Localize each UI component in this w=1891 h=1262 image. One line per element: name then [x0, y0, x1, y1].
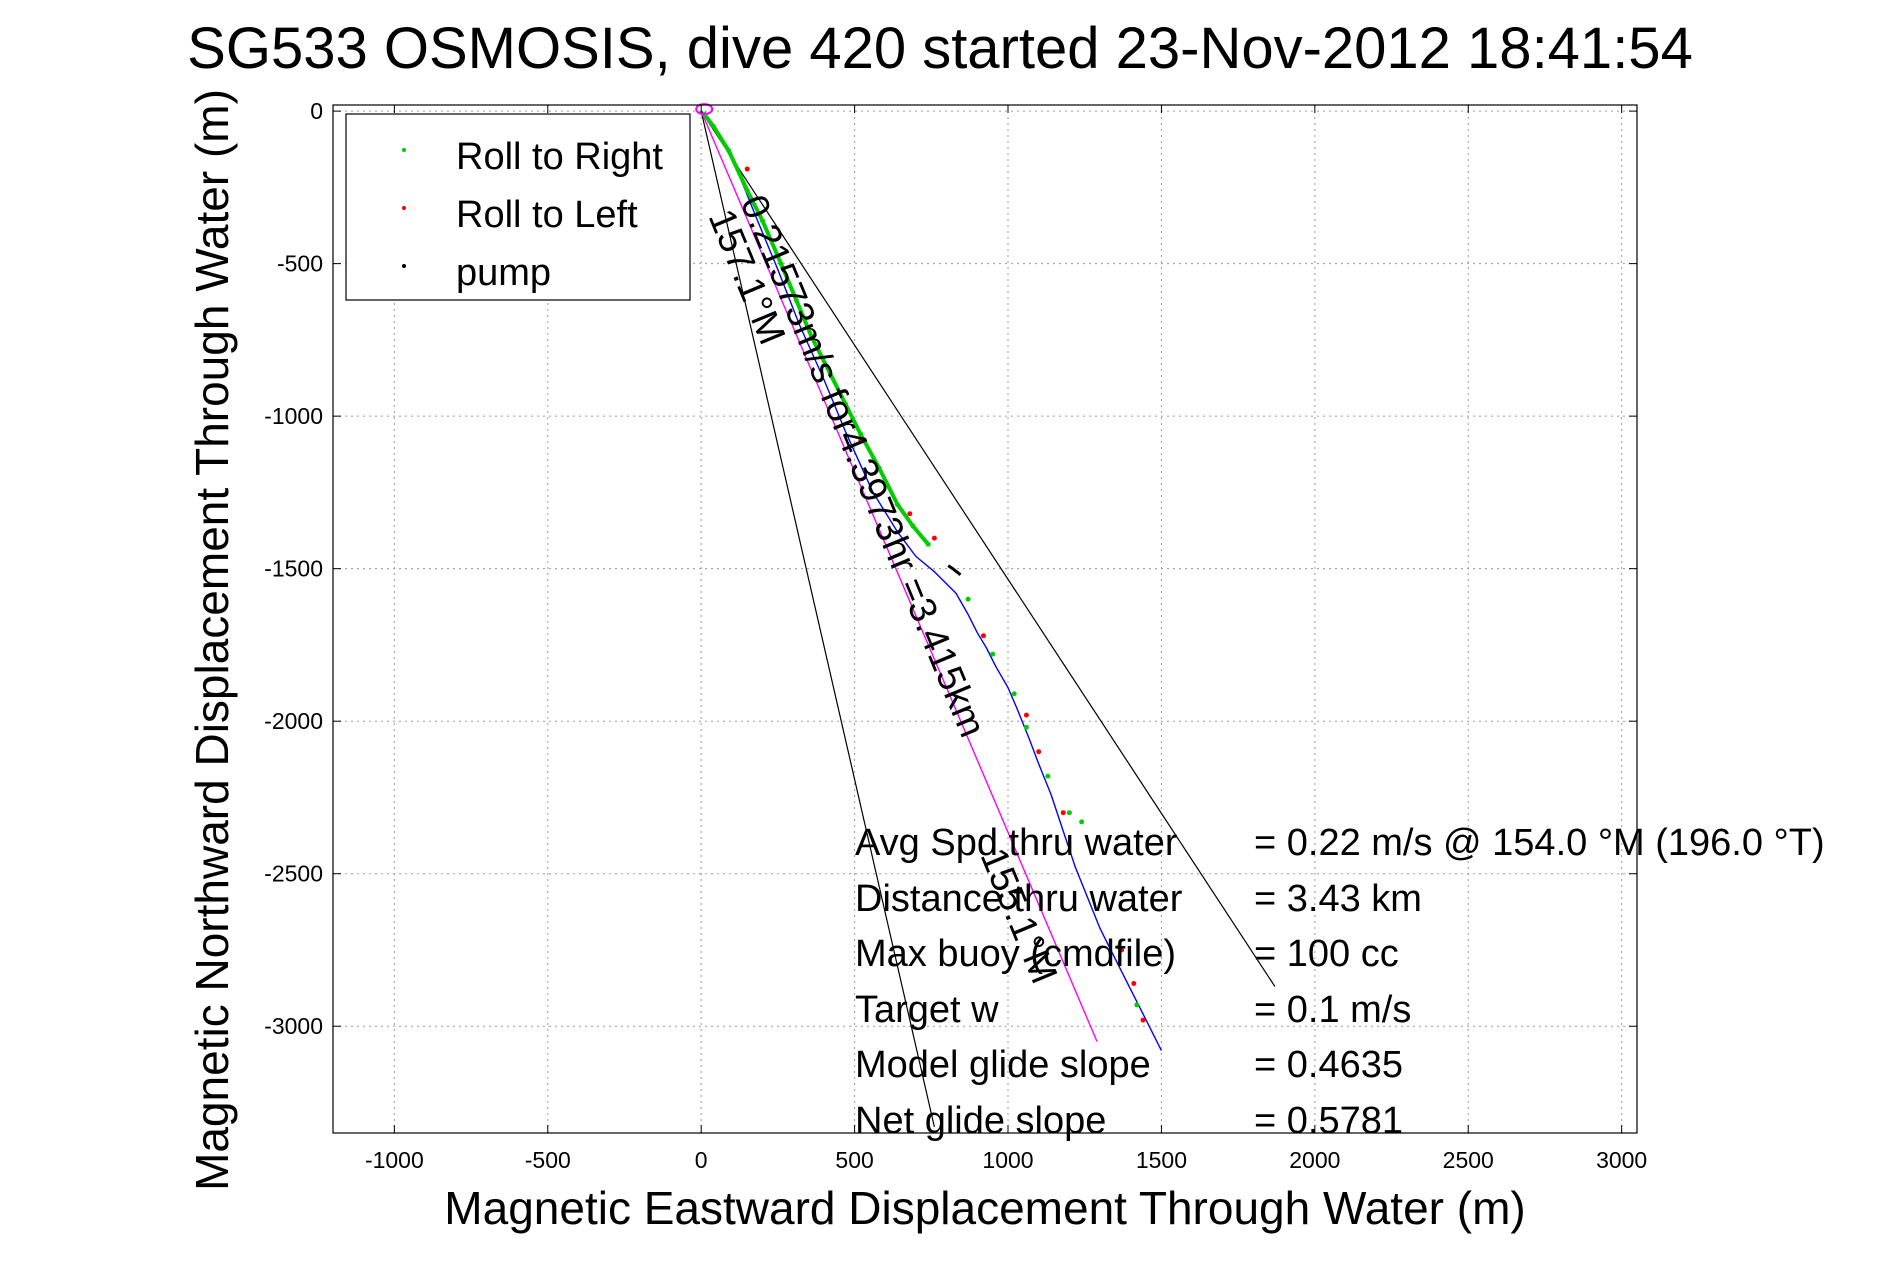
stat-value: = 0.4635: [1254, 1044, 1403, 1086]
stat-label: Distance thru water: [855, 878, 1183, 920]
roll-right-point: [778, 261, 784, 267]
stat-value: = 3.43 km: [1254, 878, 1422, 920]
stat-value: = 0.5781: [1254, 1100, 1403, 1142]
roll-right-point: [1011, 691, 1017, 697]
roll-right-point: [895, 502, 901, 508]
roll-right-point: [1115, 944, 1121, 950]
stats-block: Avg Spd thru water = 0.22 m/s @ 154.0 °M…: [855, 822, 1825, 1142]
roll-right-point: [990, 651, 996, 657]
roll-right-point: [827, 370, 833, 376]
y-tick-label: 0: [310, 98, 323, 124]
roll-left-point: [931, 535, 937, 541]
x-tick-label: 1000: [982, 1147, 1033, 1173]
legend-marker-roll-right: [402, 148, 406, 152]
y-tick-label: -2000: [264, 708, 323, 734]
legend-label-pump: pump: [456, 252, 551, 294]
roll-right-point: [858, 431, 864, 437]
roll-right-point: [760, 218, 766, 224]
pump-segment: [947, 564, 962, 576]
roll-left-point: [1131, 981, 1137, 987]
roll-right-point: [965, 596, 971, 602]
x-axis-label: Magnetic Eastward Displacement Through W…: [444, 1182, 1525, 1234]
y-axis-label: Magnetic Northward Displacement Through …: [186, 89, 238, 1191]
roll-right-point: [710, 123, 716, 129]
roll-left-point: [744, 166, 750, 172]
stat-value: = 0.22 m/s @ 154.0 °M (196.0 °T): [1254, 822, 1825, 864]
legend-label-roll-right: Roll to Right: [456, 136, 663, 178]
y-tick-label: -1500: [264, 556, 323, 582]
x-tick-label: -1000: [365, 1147, 424, 1173]
roll-left-point: [980, 633, 986, 639]
legend: Roll to Right Roll to Left pump: [345, 113, 691, 301]
x-tick-label: 2500: [1443, 1147, 1494, 1173]
legend-label-roll-left: Roll to Left: [456, 194, 638, 236]
stat-value: = 100 cc: [1254, 933, 1399, 975]
y-tick-label: -500: [277, 251, 323, 277]
roll-right-point: [809, 334, 815, 340]
start-marker: [695, 103, 714, 116]
x-tick-label: 1500: [1136, 1147, 1187, 1173]
roll-left-point: [907, 511, 913, 517]
roll-right-point: [1066, 810, 1072, 816]
roll-right-point: [1023, 724, 1029, 730]
chart-title: SG533 OSMOSIS, dive 420 started 23-Nov-2…: [187, 16, 1693, 81]
roll-left-point: [858, 438, 864, 444]
roll-right-point: [1045, 773, 1051, 779]
stat-label: Target w: [855, 989, 999, 1031]
roll-right-point: [793, 297, 799, 303]
roll-right-point: [925, 541, 931, 547]
y-tick-label: -2500: [264, 861, 323, 887]
current-vector-line: [700, 110, 1098, 1042]
x-tick-label: -500: [525, 1147, 571, 1173]
stat-label: Net glide slope: [855, 1100, 1106, 1142]
legend-marker-pump: [402, 264, 406, 268]
heading-cone-lines: [700, 110, 1276, 1128]
roll-right-point: [876, 465, 882, 471]
stat-label: Avg Spd thru water: [855, 822, 1178, 864]
axis-ticks: -1000 -500 0 500 1000 1500 2000 2500 3000 0 -500 -1…: [264, 98, 1647, 1173]
y-tick-label: -3000: [264, 1013, 323, 1039]
roll-right-point: [910, 523, 916, 529]
heading-bound-line: [700, 110, 935, 1128]
roll-right-point: [842, 401, 848, 407]
y-tick-label: -1000: [264, 403, 323, 429]
track-line: [700, 110, 1163, 1051]
roll-right-point: [744, 187, 750, 193]
x-tick-label: 3000: [1596, 1147, 1647, 1173]
roll-left-point: [1119, 947, 1125, 953]
roll-left-point: [1140, 1017, 1146, 1023]
x-tick-label: 0: [695, 1147, 708, 1173]
roll-left-point: [1036, 749, 1042, 755]
legend-marker-roll-left: [402, 206, 406, 210]
roll-right-point: [1079, 819, 1085, 825]
heading-bound-line: [700, 110, 1276, 987]
roll-left-point: [1023, 712, 1029, 718]
roll-right-point: [1134, 1002, 1140, 1008]
plot-frame: [332, 104, 1638, 1134]
roll-right-point: [726, 148, 732, 154]
stat-label: Max buoy (cmdfile): [855, 933, 1176, 975]
stat-label: Model glide slope: [855, 1044, 1151, 1086]
x-tick-label: 2000: [1289, 1147, 1340, 1173]
stat-value: = 0.1 m/s: [1254, 989, 1411, 1031]
series-layer: [695, 103, 1163, 1051]
x-tick-label: 500: [835, 1147, 873, 1173]
roll-left-point: [1060, 810, 1066, 816]
